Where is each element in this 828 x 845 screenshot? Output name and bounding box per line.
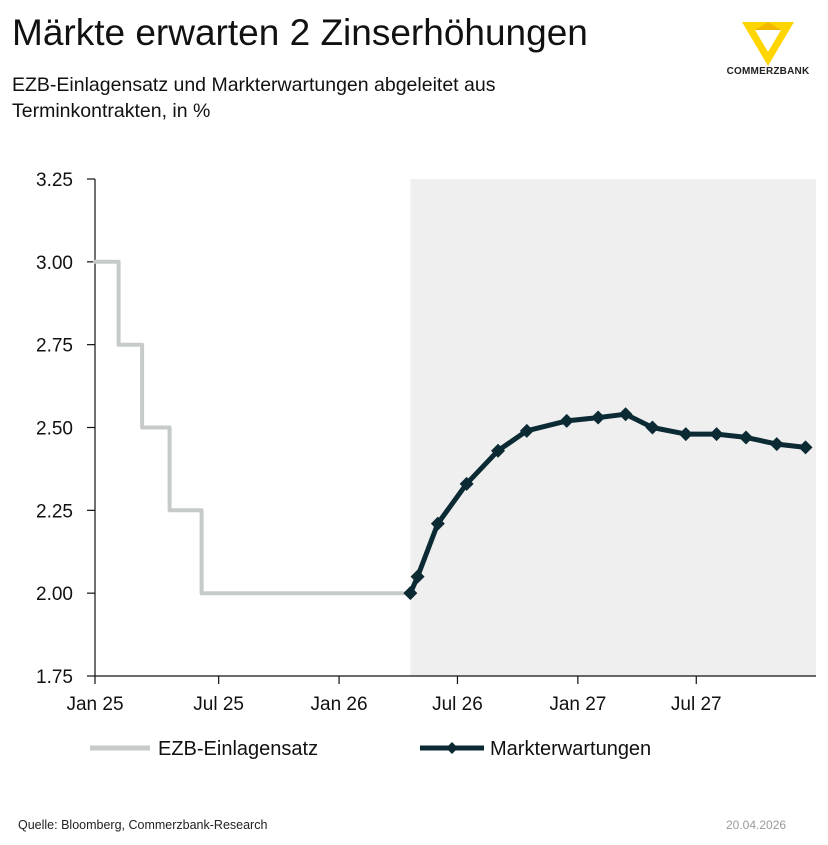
brand-name: COMMERZBANK <box>726 66 810 77</box>
data-point-marker <box>430 516 445 531</box>
y-tick-label: 1.75 <box>36 667 73 688</box>
legend-label-ezb: EZB-Einlagensatz <box>158 738 318 760</box>
y-tick-label: 2.25 <box>36 501 73 522</box>
x-tick-label: Jul 27 <box>671 694 722 715</box>
forecast-shading <box>410 179 816 676</box>
x-tick-label: Jul 26 <box>432 694 483 715</box>
data-point-marker <box>709 427 724 442</box>
line-chart: 3.25 3.00 2.75 2.50 2.25 2.00 1.75 Jan 25 Jul 25… <box>36 170 816 760</box>
data-point-marker <box>769 437 784 452</box>
y-tick-label: 2.00 <box>36 584 73 605</box>
data-point-marker <box>738 430 753 445</box>
y-tick-label: 2.50 <box>36 419 73 440</box>
x-tick-label: Jan 26 <box>311 694 368 715</box>
data-point-marker <box>645 420 660 435</box>
y-tick-label: 2.75 <box>36 336 73 357</box>
data-point-marker <box>519 423 534 438</box>
data-point-marker <box>618 407 633 422</box>
publish-date: 20.04.2026 <box>726 818 787 832</box>
ezb-rate-line <box>93 259 413 596</box>
data-point-marker <box>591 410 606 425</box>
data-point-marker <box>798 440 813 455</box>
chart-subtitle: EZB-Einlagensatz und Markterwartungen ab… <box>12 74 496 122</box>
x-tick-label: Jan 25 <box>66 694 123 715</box>
data-point-marker <box>559 413 574 428</box>
data-point-marker <box>491 443 506 458</box>
commerzbank-logo: COMMERZBANK <box>718 12 818 82</box>
y-tick-label: 3.00 <box>36 253 73 274</box>
data-point-marker <box>459 476 474 491</box>
legend-label-market: Markterwartungen <box>490 738 651 760</box>
source-note: Quelle: Bloomberg, Commerzbank-Research <box>18 818 268 832</box>
data-point-marker <box>410 569 425 584</box>
data-point-marker <box>678 427 693 442</box>
legend-marker-market <box>446 742 458 754</box>
y-tick-label: 3.25 <box>36 170 73 191</box>
data-point-marker <box>403 586 418 601</box>
x-tick-label: Jan 27 <box>549 694 606 715</box>
x-tick-label: Jul 25 <box>193 694 244 715</box>
chart-title: Märkte erwarten 2 Zinserhöhungen <box>12 12 588 53</box>
commerzbank-logo-icon <box>742 22 794 66</box>
